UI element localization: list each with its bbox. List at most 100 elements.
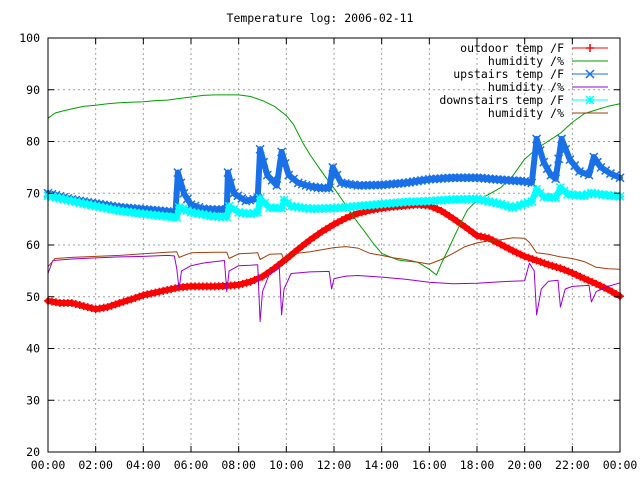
series-marker <box>260 198 270 208</box>
y-tick-label: 90 <box>26 83 40 97</box>
series-marker <box>601 165 611 176</box>
series-marker <box>460 173 470 183</box>
series-marker <box>557 134 567 144</box>
series-marker <box>480 233 489 242</box>
series-marker <box>233 191 243 201</box>
series-marker <box>535 146 545 156</box>
series-marker <box>173 168 183 178</box>
series-marker <box>249 208 259 218</box>
series-marker <box>452 173 462 183</box>
series-marker <box>51 193 61 203</box>
series-marker <box>590 188 600 199</box>
series-marker <box>572 270 581 279</box>
series-marker <box>472 194 482 204</box>
x-tick-label: 18:00 <box>460 458 495 472</box>
series-marker <box>229 188 239 198</box>
series-marker <box>242 278 251 287</box>
y-tick-label: 30 <box>26 393 40 407</box>
series-marker <box>123 296 132 305</box>
series-marker <box>516 250 525 259</box>
series-marker <box>182 194 192 204</box>
series-marker <box>602 190 612 200</box>
series-marker <box>79 302 88 311</box>
series-marker <box>250 276 259 285</box>
series-marker <box>504 175 514 185</box>
x-tick-label: 22:00 <box>555 458 590 472</box>
y-tick-label: 50 <box>26 290 40 304</box>
series-marker <box>611 191 621 201</box>
legend-marker <box>586 44 594 52</box>
series-marker <box>492 198 502 208</box>
series-marker <box>539 157 549 167</box>
legend-label: upstairs temp /F <box>453 67 564 81</box>
series-marker <box>542 164 552 174</box>
series-marker <box>345 212 354 221</box>
series-marker <box>176 178 186 188</box>
series-line <box>47 237 621 270</box>
series-marker <box>369 180 379 190</box>
series-marker <box>546 170 556 180</box>
chart-title: Temperature log: 2006-02-11 <box>227 11 414 25</box>
series-marker <box>580 274 589 283</box>
series-marker <box>222 212 232 222</box>
x-tick-label: 14:00 <box>364 458 399 472</box>
series-marker <box>554 154 564 164</box>
series-marker <box>224 201 234 211</box>
series-marker <box>277 147 287 157</box>
series-marker <box>500 175 510 185</box>
series-marker <box>596 281 605 290</box>
series-marker <box>155 287 164 296</box>
series-marker <box>107 204 117 214</box>
series-marker <box>536 257 545 266</box>
series-marker <box>496 199 506 209</box>
series-marker <box>433 205 442 214</box>
series-marker <box>594 189 604 199</box>
plot-frame <box>47 37 621 453</box>
legend-marker <box>585 69 595 79</box>
y-tick-label: 80 <box>26 135 40 149</box>
series-marker <box>167 212 177 222</box>
series-marker <box>444 173 454 183</box>
series-marker <box>210 205 220 215</box>
series-marker <box>488 197 498 207</box>
series-marker <box>586 188 596 198</box>
series-marker <box>512 176 522 186</box>
series-marker <box>548 261 557 270</box>
series-marker <box>571 190 581 200</box>
x-tick-label: 16:00 <box>412 458 447 472</box>
series-marker <box>561 144 571 154</box>
series-marker <box>110 205 121 215</box>
series-marker <box>163 286 172 295</box>
x-tick-label: 08:00 <box>221 458 256 472</box>
series-marker <box>565 155 575 165</box>
series-marker <box>528 255 537 264</box>
series-marker <box>589 152 599 162</box>
series-marker <box>605 169 615 179</box>
series-marker <box>246 277 255 286</box>
series-marker <box>83 303 92 312</box>
series-marker <box>172 213 182 223</box>
series-marker <box>226 178 236 188</box>
series-marker <box>71 299 80 308</box>
series-layer <box>43 94 625 323</box>
series-marker <box>596 162 606 172</box>
series-marker <box>527 178 537 188</box>
series-marker <box>432 174 442 184</box>
legend-label: humidity /% <box>488 54 564 68</box>
series-marker <box>317 183 327 193</box>
y-tick-label: 20 <box>26 445 40 459</box>
legend-marker <box>585 95 595 105</box>
series-marker <box>147 289 156 298</box>
series-marker <box>103 303 112 312</box>
series-marker <box>575 190 585 200</box>
series-marker <box>592 157 602 167</box>
series-marker <box>583 189 593 199</box>
series-marker <box>527 196 537 207</box>
y-tick-label: 100 <box>19 31 40 45</box>
series-marker <box>574 166 585 177</box>
series-marker <box>556 264 565 273</box>
series-marker <box>568 268 577 277</box>
series-4 <box>43 183 625 223</box>
series-marker <box>214 205 224 215</box>
